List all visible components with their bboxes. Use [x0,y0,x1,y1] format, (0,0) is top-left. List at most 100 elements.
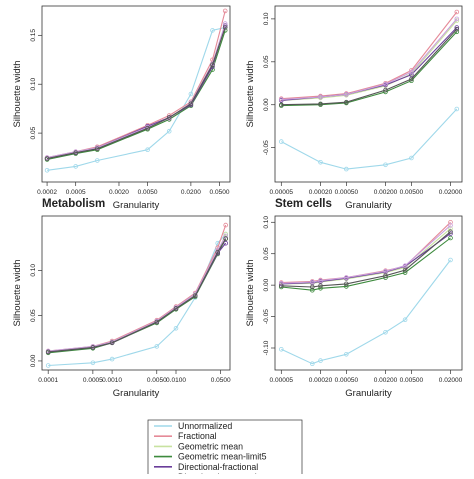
panel-2-x-tick-label: 0.00005 [270,189,294,196]
panel-1-series-6-point [222,25,228,30]
panel-1-x-tick-label: 0.0050 [138,189,158,196]
panel-4-series-5-point [318,278,323,284]
panel-2-series-4-point [409,72,414,77]
panel-3-x-tick-label: 0.0005 [83,377,103,384]
panel-2-y-tick-label: 0.00 [263,98,270,111]
panel-4-series-5-point [343,275,349,280]
panel-1-y-tick-label: 0.05 [30,126,37,139]
panel-3-series-line-5 [48,235,227,352]
panel-4-series-5-point [402,263,408,269]
panel-2-series-line-2 [281,20,458,101]
panel-1-series-0-point [188,91,194,97]
panel-3-series-6-point [45,349,51,355]
panel-3-series-line-6 [48,238,227,353]
panel-3-y-tick-label: 0.05 [30,309,37,322]
panel-1-x-tick-label: 0.0020 [109,189,129,196]
panel-3-title: Metabolism [42,198,105,210]
panel-1-series-6-point [188,101,194,107]
panel-3-series-6-point [215,249,221,255]
panel-4-series-0-point [309,361,315,367]
panel-1-series-0-point [73,164,78,169]
panel-4-series-3-point [448,235,453,241]
panel-2-series-6-point [454,26,460,32]
panel-4-y-tick-label: -0.05 [263,309,270,324]
panel-2-series-6-point [343,99,349,105]
panel-1-y-tick-label: 0.10 [30,78,37,91]
panel-3-series-0-point [45,363,51,368]
panel-3-y-axis-label: Silhouette width [12,259,23,326]
panel-3-y-tick-label: 0.00 [30,354,37,367]
panel-4-y-tick-label: 0.00 [263,278,270,291]
panel-4-x-tick-label: 0.00005 [270,377,294,384]
panel-2-series-0-point [409,155,414,161]
panel-2-series-line-6 [281,28,458,106]
panel-3-series-line-0 [48,233,227,367]
panel-1-series-line-6 [46,27,226,160]
panel-2-x-axis-label: Granularity [345,200,392,211]
panel-2-series-0-point [278,139,284,144]
panel-1-x-tick-label: 0.0500 [210,189,230,196]
panel-3-series-0-point [154,344,160,349]
panel-2-x-tick-label: 0.00500 [400,189,424,196]
panel-1-y-axis-label: Silhouette width [12,60,23,127]
panel-1-x-tick-label: 0.0002 [37,189,57,196]
panel-3-series-1-point [223,222,229,228]
panel-1-series-6-point [166,115,172,120]
panel-3-x-tick-label: 0.0010 [102,377,122,384]
panel-3-x-tick-label: 0.0500 [211,377,231,384]
panel-3-series-6-point [109,340,115,346]
panel-4-y-tick-label: 0.05 [263,247,270,260]
panel-4-series-5-point [383,268,388,274]
panel-4-series-5-point [278,280,284,286]
panel-2-series-6-point [318,101,323,107]
panel-4-series-line-4 [281,233,451,285]
panel-2-series-line-1 [281,11,458,100]
panel-4-series-3-point [402,270,408,275]
panel-2-series-5-point [278,97,284,102]
panel-4-x-tick-label: 0.00020 [309,377,333,384]
panel-1-series-line-4 [46,25,226,160]
panel-4-series-5-point [309,279,315,285]
panel-2-series-5-point [409,69,414,75]
panel-3-y-tick-label: 0.10 [30,264,37,277]
panel-4-series-3-point [318,285,323,291]
panel-1-x-tick-label: 0.0200 [181,189,201,196]
panel-4-series-0-point [402,317,408,323]
panel-4-series-3-point [343,284,349,289]
panel-1-series-0-point [44,168,50,173]
panel-3-series-0-point [90,360,96,366]
panel-4-series-5-point [448,223,453,228]
panel-4-series-6-point [402,267,408,273]
panel-1-x-tick-label: 0.0005 [66,189,86,196]
panel-1-series-6-point [95,146,100,152]
panel-4-series-6-point [448,229,453,235]
panel-2-group: 0.00005 0.00020 0.00050 0.00200 0.00500 0.020… [245,5,463,211]
panel-4-y-axis-label: Silhouette width [245,259,256,326]
panel-3-frame [41,215,231,371]
panel-4-series-0-point [318,358,323,363]
panel-4-series-0-point [448,257,453,263]
panel-4-series-6-point [383,273,388,279]
panel-2-x-tick-label: 0.02000 [439,189,463,196]
panel-4-title: Stem cells [275,198,332,210]
panel-4-series-line-3 [281,237,451,291]
panel-3-series-4-point [223,240,229,246]
panel-3-x-tick-label: 0.0050 [147,377,167,384]
panel-3-series-0-point [109,356,115,362]
panel-4-y-tick-label: 0.10 [263,216,270,229]
panel-2-series-6-point [409,76,414,82]
panel-3-x-tick-label: 0.0001 [38,377,58,384]
panel-2-series-0-point [318,160,323,165]
panel-2-series-0-point [343,166,349,172]
panel-1-series-6-point [73,150,78,156]
legend-entry: Unnormalized [178,421,232,431]
panel-3-series-0-point [173,325,179,331]
panel-4-x-axis-label: Granularity [345,388,392,399]
panel-3-series-line-3 [48,238,227,354]
panel-2-series-5-point [454,16,460,22]
panel-4-series-6-point [318,283,323,289]
panel-3-series-6-point [192,293,198,299]
panel-4-series-6-point [309,284,315,290]
